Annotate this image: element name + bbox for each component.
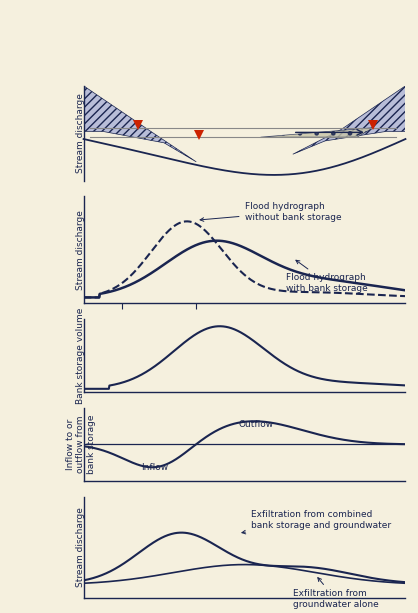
Y-axis label: Stream discharge: Stream discharge bbox=[76, 210, 85, 290]
Text: Exfiltration from combined
bank storage and groundwater: Exfiltration from combined bank storage … bbox=[242, 510, 391, 534]
Y-axis label: Inflow to or
outflow from
bank storage: Inflow to or outflow from bank storage bbox=[66, 414, 96, 474]
Text: Outflow: Outflow bbox=[238, 420, 273, 428]
Polygon shape bbox=[84, 86, 196, 162]
Text: Flood hydrograph
with bank storage: Flood hydrograph with bank storage bbox=[286, 261, 368, 293]
Y-axis label: Stream discharge: Stream discharge bbox=[76, 507, 85, 587]
Text: Inflow: Inflow bbox=[142, 463, 168, 472]
Y-axis label: Bank storage volume: Bank storage volume bbox=[76, 307, 85, 404]
Text: Flood hydrograph
without bank storage: Flood hydrograph without bank storage bbox=[200, 202, 341, 221]
Polygon shape bbox=[293, 86, 405, 154]
Y-axis label: Stream discharge: Stream discharge bbox=[76, 93, 85, 173]
Text: Exfiltration from
groundwater alone: Exfiltration from groundwater alone bbox=[293, 577, 379, 609]
Text: $t_p$: $t_p$ bbox=[191, 319, 201, 334]
Text: $t_o$: $t_o$ bbox=[117, 319, 127, 333]
Polygon shape bbox=[261, 128, 373, 137]
